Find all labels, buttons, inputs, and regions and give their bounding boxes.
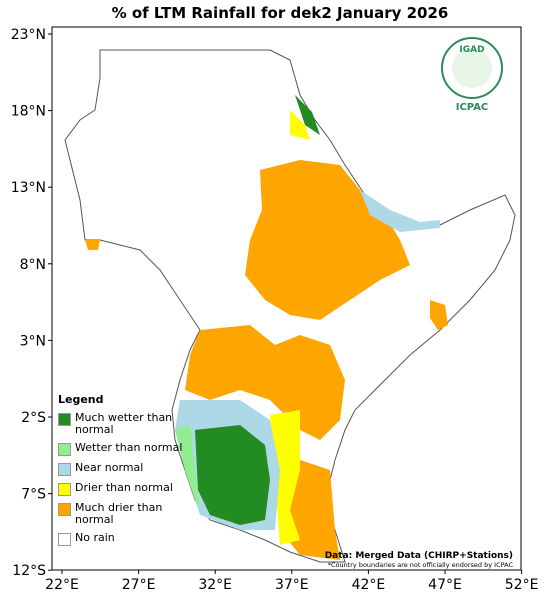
- zone: [195, 425, 270, 525]
- lat-label: 12°S: [12, 563, 46, 579]
- legend: Legend Much wetter than normal Wetter tha…: [58, 393, 183, 552]
- legend-swatch: [58, 463, 71, 476]
- lon-label: 42°E: [352, 577, 386, 593]
- legend-label: Drier than normal: [75, 481, 173, 494]
- zone: [175, 425, 200, 510]
- zone: [290, 110, 310, 140]
- legend-item: Much wetter than normal: [58, 412, 183, 436]
- zone: [270, 410, 300, 545]
- lon-label: 27°E: [122, 577, 156, 593]
- zone: [185, 325, 345, 440]
- lon-label: 37°E: [275, 577, 309, 593]
- legend-swatch: [58, 483, 71, 496]
- lon-label: 22°E: [45, 577, 79, 593]
- lon-label: 52°E: [505, 577, 539, 593]
- lon-label: 47°E: [428, 577, 462, 593]
- legend-label: Wetter than normal: [75, 441, 183, 454]
- disclaimer: *Country boundaries are not officially e…: [328, 561, 514, 569]
- lat-label: 18°N: [11, 104, 46, 120]
- lat-label: 23°N: [11, 27, 46, 43]
- zone: [360, 190, 440, 232]
- legend-label: Much wetter than normal: [75, 411, 173, 436]
- legend-label: No rain: [75, 531, 115, 544]
- logo: IGAD ICPAC: [441, 37, 503, 113]
- legend-swatch: [58, 413, 71, 426]
- legend-label: Much drier than normal: [75, 501, 163, 526]
- legend-item: No rain: [58, 532, 183, 546]
- lat-label: 13°N: [11, 180, 46, 196]
- logo-globe: [452, 48, 492, 88]
- legend-swatch: [58, 533, 71, 546]
- legend-item: Near normal: [58, 462, 183, 476]
- legend-item: Wetter than normal: [58, 442, 183, 456]
- legend-item: Much drier than normal: [58, 502, 183, 526]
- legend-title: Legend: [58, 393, 104, 406]
- logo-org: ICPAC: [456, 102, 489, 113]
- lon-label: 32°E: [198, 577, 232, 593]
- lat-label: 3°N: [20, 333, 46, 349]
- legend-item: Drier than normal: [58, 482, 183, 496]
- legend-swatch: [58, 503, 71, 516]
- logo-name: IGAD: [459, 45, 484, 55]
- title: % of LTM Rainfall for dek2 January 2026: [112, 4, 449, 22]
- lat-label: 8°N: [20, 257, 46, 273]
- lat-label: 2°S: [21, 410, 46, 426]
- zone: [85, 240, 100, 250]
- zone: [295, 95, 320, 135]
- lat-label: 7°S: [21, 487, 46, 503]
- zone: [430, 300, 448, 330]
- legend-label: Near normal: [75, 461, 144, 474]
- source: Data: Merged Data (CHIRP+Stations): [325, 551, 513, 561]
- legend-swatch: [58, 443, 71, 456]
